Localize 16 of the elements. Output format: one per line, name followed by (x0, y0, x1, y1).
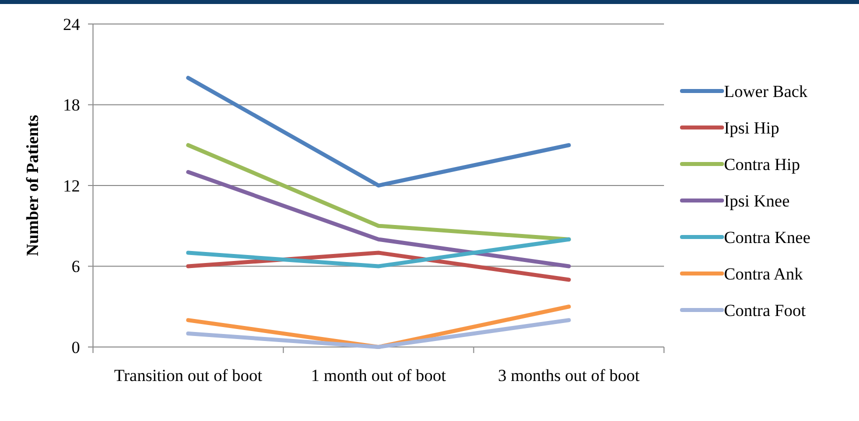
y-tick-label: 24 (63, 14, 80, 34)
legend-label: Contra Foot (724, 300, 806, 320)
y-tick-label: 0 (72, 338, 80, 357)
y-tick-label: 12 (63, 176, 80, 196)
y-tick-label: 6 (72, 257, 80, 276)
legend-label: Lower Back (724, 82, 808, 101)
x-tick-label: 1 month out of boot (310, 366, 446, 385)
x-tick-label: 3 months out of boot (498, 366, 640, 385)
legend-label: Contra Knee (724, 228, 810, 247)
y-tick-label: 18 (63, 96, 80, 115)
y-axis-title: Number of Patients (23, 114, 42, 256)
x-tick-label: Transition out of boot (114, 366, 263, 385)
legend-label: Ipsi Hip (724, 118, 780, 138)
legend-label: Contra Ank (724, 264, 804, 284)
legend-label: Ipsi Knee (724, 191, 790, 210)
legend-label: Contra Hip (724, 154, 800, 174)
